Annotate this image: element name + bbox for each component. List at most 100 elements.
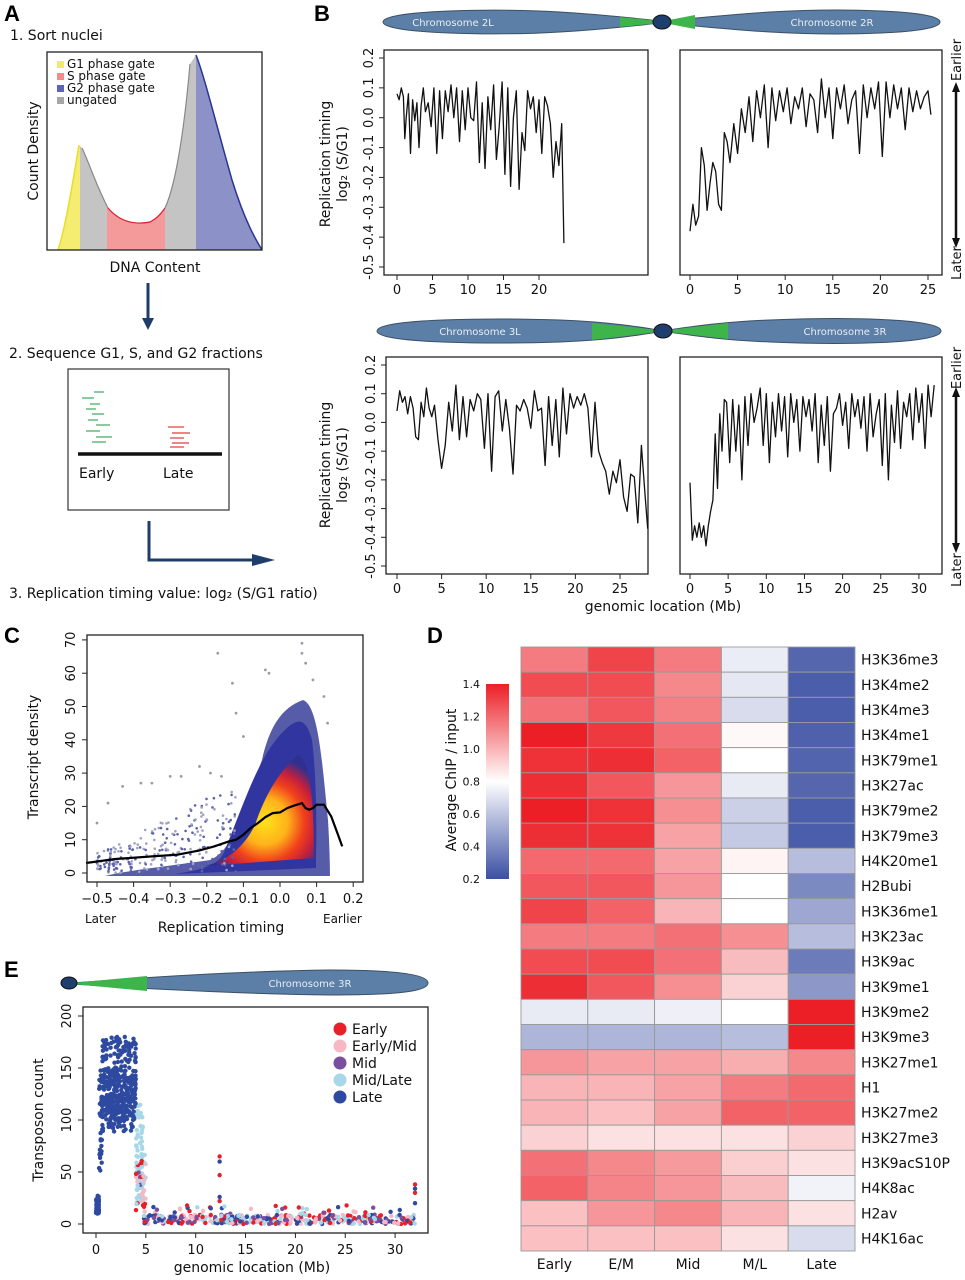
heatmap-cell [720, 898, 789, 925]
c-point [231, 864, 234, 867]
chromosome-2l-label: Chromosome 2L [412, 18, 494, 29]
e-point [179, 1221, 184, 1226]
c-point [96, 863, 100, 866]
timing-line [689, 384, 935, 547]
e-point [296, 1205, 301, 1210]
e-point [101, 1077, 106, 1082]
heatmap-cell [587, 696, 656, 723]
y-tick-label: -0.4 [362, 224, 377, 249]
heatmap-column-label: Mid [676, 1257, 701, 1273]
c-point [205, 818, 208, 821]
c-outlier-point [168, 775, 172, 778]
step-1-label: 1. Sort nuclei [10, 28, 103, 44]
e-point [168, 1214, 173, 1220]
e-point [106, 1066, 111, 1071]
e-point [295, 1215, 300, 1221]
c-point [180, 847, 184, 851]
c-y-tick-label: 30 [64, 765, 79, 782]
histogram-ylabel: Count Density [26, 101, 42, 200]
c-point [103, 865, 107, 869]
c-point [190, 823, 193, 826]
e-point [101, 1102, 106, 1108]
e-point [200, 1208, 206, 1214]
c-point [114, 871, 117, 874]
heatmap-cell [787, 1200, 856, 1227]
e-point [225, 1214, 231, 1219]
e-point [377, 1213, 383, 1219]
x-tick-label: 5 [428, 283, 436, 298]
e-point [128, 1104, 134, 1109]
c-point [228, 843, 232, 847]
b-ylabel-bottom-line1: Replication timing [318, 402, 334, 529]
e-point [251, 1220, 256, 1225]
c-point [144, 848, 147, 852]
e-point [142, 1219, 147, 1224]
e-point [105, 1041, 111, 1047]
e-point [172, 1210, 177, 1215]
c-point [181, 837, 184, 841]
e-point [402, 1221, 408, 1226]
e-point [133, 1207, 139, 1213]
e-point [96, 1196, 101, 1201]
c-outlier-point [300, 641, 304, 645]
plot-b-2r: 0 5 10 15 20 25 [679, 49, 943, 298]
c-point [177, 863, 180, 867]
centromere-icon [652, 14, 672, 30]
c-point [187, 814, 191, 817]
elbow-arrow [147, 521, 275, 566]
c-point [115, 867, 119, 870]
chromosome-3r-label: Chromosome 3R [269, 979, 352, 990]
e-point [138, 1110, 143, 1116]
heatmap-row-label: H3K9me3 [861, 1030, 930, 1046]
c-point [183, 848, 186, 851]
earlier-later-arrow-top: Earlier Later [950, 38, 965, 280]
colorbar-tick-label: 0.2 [463, 873, 481, 886]
c-point [182, 855, 185, 859]
c-point [200, 869, 204, 873]
heatmap-cell [587, 1099, 656, 1126]
heatmap-cell [787, 923, 856, 950]
e-point [132, 1090, 137, 1096]
e-point [185, 1220, 190, 1225]
e-x-tick-label: 20 [287, 1243, 304, 1258]
panel-c-label: C [4, 623, 20, 648]
c-outlier-point [311, 678, 315, 682]
timing-line [396, 384, 649, 529]
e-point [302, 1218, 307, 1223]
c-point [199, 825, 203, 829]
c-point [131, 848, 134, 851]
heatmap-column-labels: Early E/M Mid M/L Late [537, 1257, 837, 1273]
heatmap-cell [520, 646, 589, 673]
late-reads [168, 426, 190, 448]
c-point [229, 827, 232, 830]
e-point [412, 1182, 418, 1187]
heatmap-row-label: H3K9me2 [861, 1005, 930, 1021]
panel-a: A 1. Sort nuclei G1 phase gate S phase g… [4, 1, 318, 602]
e-point [122, 1034, 128, 1040]
c-point [175, 817, 178, 820]
e-point [135, 1148, 140, 1153]
e-point [119, 1059, 124, 1064]
heatmap-cell [787, 671, 856, 698]
heatmap-cell [787, 873, 856, 900]
heatmap-cell [787, 747, 856, 774]
c-point [165, 827, 169, 831]
e-point [123, 1039, 128, 1045]
heatmap-cell [787, 772, 856, 799]
heatmap-cell [520, 923, 589, 950]
c-point [130, 862, 133, 866]
x-tick-label: 10 [777, 283, 794, 298]
heatmap-cell [587, 646, 656, 673]
e-point [118, 1040, 123, 1045]
c-y-tick-label: 70 [64, 632, 79, 649]
c-point [230, 793, 233, 797]
e-point [322, 1217, 327, 1223]
heatmap-cell [520, 1124, 589, 1151]
sequencing-box: Early Late [67, 368, 230, 511]
e-point [248, 1206, 254, 1212]
e-point [133, 1101, 138, 1106]
heatmap-cell [720, 696, 789, 723]
c-point [153, 838, 156, 842]
heatmap-cell [720, 873, 789, 900]
heatmap-cell [654, 646, 722, 673]
